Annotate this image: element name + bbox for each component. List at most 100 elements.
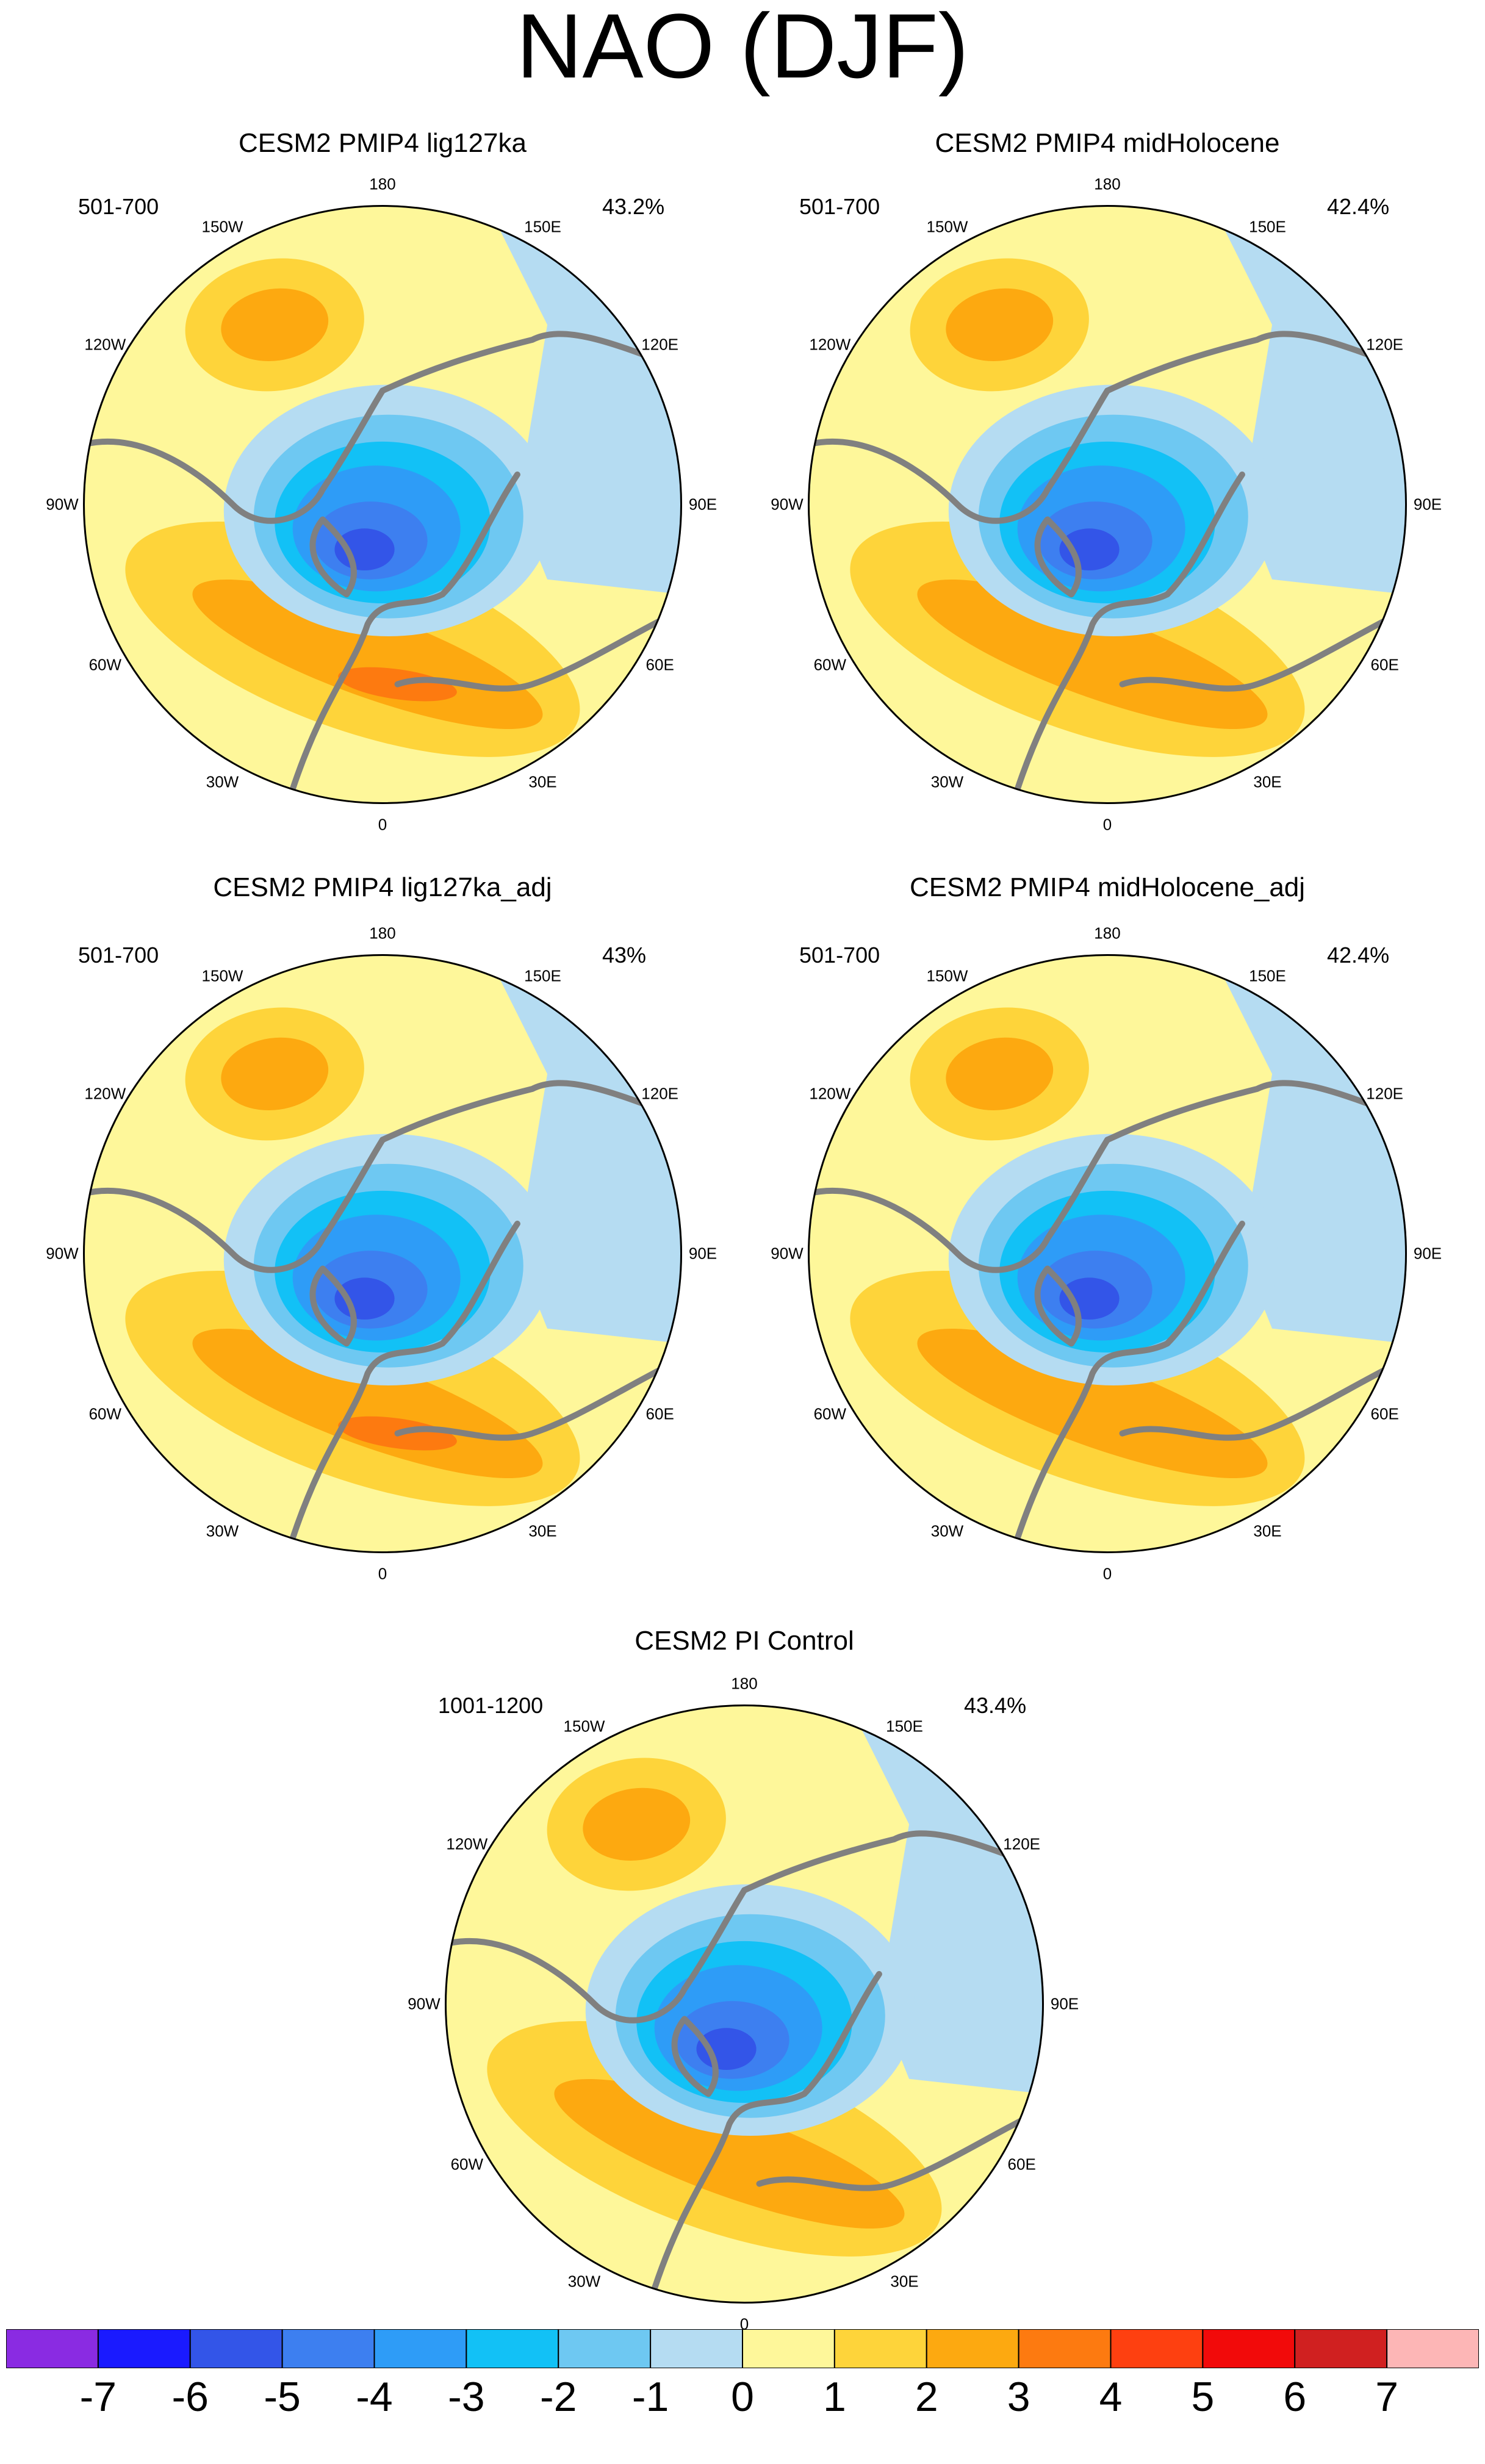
europe-coast bbox=[289, 1220, 520, 1542]
colorbar-tick-label: 7 bbox=[1375, 2374, 1399, 2420]
longitude-label: 30E bbox=[890, 2272, 919, 2291]
longitude-label: 90E bbox=[688, 1244, 717, 1263]
colorbar-tick-label: -1 bbox=[631, 2374, 669, 2420]
longitude-label: 120W bbox=[84, 335, 126, 353]
map-border bbox=[808, 954, 1407, 1553]
north-america-coast bbox=[808, 1137, 1110, 1273]
longitude-label: 150E bbox=[1249, 217, 1286, 236]
colorbar-swatch bbox=[1294, 2329, 1388, 2368]
pacific-positive-inner bbox=[221, 1037, 329, 1111]
longitude-label: 150E bbox=[886, 1717, 923, 1736]
colorbar-tick-label: 3 bbox=[1007, 2374, 1030, 2420]
colorbar-swatch bbox=[373, 2329, 467, 2368]
panel-title: CESM2 PMIP4 midHolocene bbox=[935, 128, 1280, 158]
panel-title: CESM2 PMIP4 lig127ka_adj bbox=[213, 872, 552, 902]
colorbar-swatch bbox=[558, 2329, 652, 2368]
colorbar-swatch bbox=[97, 2329, 191, 2368]
longitude-label: 90W bbox=[46, 495, 79, 514]
longitude-label: 120W bbox=[809, 335, 851, 353]
longitude-label: 90E bbox=[688, 495, 717, 514]
longitude-label: 60E bbox=[1370, 1404, 1399, 1423]
longitude-label: 60W bbox=[88, 1404, 122, 1423]
colorbar-tick-label: 2 bbox=[915, 2374, 938, 2420]
longitude-label: 150E bbox=[524, 966, 561, 985]
longitude-label: 150W bbox=[563, 1717, 605, 1736]
mediterranean-coast bbox=[394, 1355, 682, 1441]
colorbar-swatch bbox=[1386, 2329, 1479, 2368]
longitude-label: 90E bbox=[1050, 1994, 1079, 2013]
longitude-label: 90W bbox=[771, 495, 804, 514]
longitude-label: 30E bbox=[528, 1521, 557, 1540]
longitude-label: 30W bbox=[206, 772, 239, 791]
longitude-label: 120W bbox=[446, 1834, 488, 1853]
panel-variance: 42.4% bbox=[1327, 943, 1390, 968]
greenland-coast bbox=[1034, 1265, 1082, 1347]
greenland-coast bbox=[671, 2016, 719, 2097]
longitude-label: 90W bbox=[46, 1244, 79, 1263]
mediterranean-coast bbox=[1119, 606, 1407, 692]
colorbar-swatch bbox=[742, 2329, 835, 2368]
colorbar-swatch bbox=[281, 2329, 375, 2368]
longitude-label: 0 bbox=[1102, 1564, 1112, 1583]
longitude-label: 120W bbox=[809, 1084, 851, 1102]
siberia-coast bbox=[379, 1080, 682, 1143]
colorbar-tick-label: -4 bbox=[356, 2374, 393, 2420]
longitude-label: 90E bbox=[1413, 1244, 1442, 1263]
longitude-label: 60W bbox=[450, 2155, 484, 2173]
panel-variance: 42.4% bbox=[1327, 194, 1390, 219]
polar-map bbox=[808, 954, 1407, 1553]
colorbar-tick-label: -5 bbox=[264, 2374, 301, 2420]
atlantic-positive-inner bbox=[917, 1328, 1268, 1479]
europe-coast bbox=[651, 1970, 882, 2292]
colorbar-labels: -7 -6 -5 -4 -3 -2 -1 0 1 2 3 4 5 6 7 bbox=[0, 2373, 1485, 2428]
colorbar-tick-label: 5 bbox=[1191, 2374, 1215, 2420]
figure-title: NAO (DJF) bbox=[516, 0, 969, 97]
north-america-coast bbox=[83, 1137, 386, 1273]
longitude-label: 0 bbox=[739, 2315, 749, 2333]
europe-coast bbox=[1014, 471, 1245, 792]
colorbar-tick-label: 1 bbox=[822, 2374, 846, 2420]
longitude-label: 60E bbox=[645, 655, 674, 673]
longitude-label: 120W bbox=[84, 1084, 126, 1102]
polar-map bbox=[445, 1704, 1044, 2304]
panel-variance: 43.2% bbox=[602, 194, 665, 219]
longitude-label: 30W bbox=[206, 1521, 239, 1540]
colorbar-swatch bbox=[6, 2329, 99, 2368]
longitude-label: 60E bbox=[645, 1404, 674, 1423]
longitude-label: 180 bbox=[731, 1674, 758, 1693]
panel-period: 501-700 bbox=[799, 194, 880, 219]
colorbar-swatch bbox=[189, 2329, 283, 2368]
longitude-label: 90W bbox=[408, 1994, 440, 2013]
longitude-label: 30E bbox=[1253, 772, 1282, 791]
colorbar-swatch bbox=[1110, 2329, 1204, 2368]
longitude-label: 30W bbox=[930, 1521, 964, 1540]
siberia-coast bbox=[1104, 1080, 1407, 1143]
polar-map bbox=[83, 954, 682, 1553]
polar-map bbox=[83, 205, 682, 804]
siberia-coast bbox=[741, 1830, 1044, 1894]
map-border bbox=[808, 205, 1407, 804]
panel-title: CESM2 PI Control bbox=[635, 1626, 854, 1656]
longitude-label: 90E bbox=[1413, 495, 1442, 514]
longitude-label: 30E bbox=[528, 772, 557, 791]
polar-map bbox=[808, 205, 1407, 804]
map-border bbox=[445, 1704, 1044, 2304]
longitude-label: 60W bbox=[88, 655, 122, 673]
panel-variance: 43.4% bbox=[964, 1693, 1027, 1718]
panel-period: 501-700 bbox=[78, 943, 159, 968]
longitude-label: 150W bbox=[926, 966, 968, 985]
longitude-label: 30E bbox=[1253, 1521, 1282, 1540]
north-america-coast bbox=[445, 1887, 747, 2024]
mediterranean-coast bbox=[1119, 1355, 1407, 1441]
longitude-label: 150W bbox=[201, 217, 243, 236]
pacific-positive-inner bbox=[583, 1787, 691, 1861]
map-border bbox=[83, 954, 682, 1553]
longitude-label: 60W bbox=[813, 655, 847, 673]
colorbar-swatch bbox=[1202, 2329, 1296, 2368]
colorbar bbox=[6, 2329, 1479, 2368]
europe-coast bbox=[289, 471, 520, 792]
panel-period: 501-700 bbox=[799, 943, 880, 968]
longitude-label: 180 bbox=[369, 924, 396, 943]
longitude-label: 0 bbox=[378, 815, 387, 834]
longitude-label: 30W bbox=[930, 772, 964, 791]
